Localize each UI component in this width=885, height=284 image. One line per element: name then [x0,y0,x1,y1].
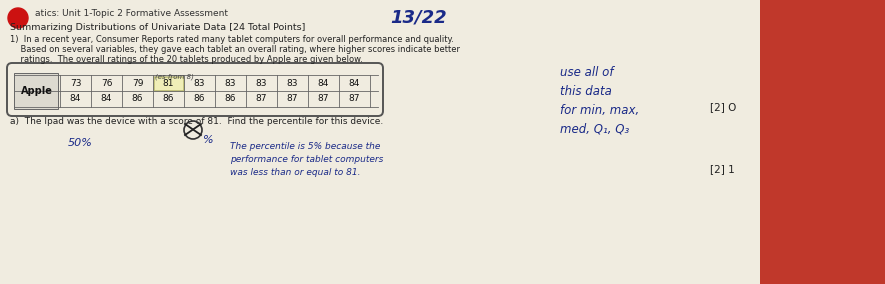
Text: 50%: 50% [68,138,93,148]
Text: 87: 87 [287,94,298,103]
Text: 86: 86 [194,94,205,103]
Text: 73: 73 [70,79,81,88]
Text: 84: 84 [349,79,360,88]
Text: The percentile is 5% because the
performance for tablet computers
was less than : The percentile is 5% because the perform… [230,142,383,178]
Text: 84: 84 [70,94,81,103]
Text: %: % [203,135,213,145]
Text: 84: 84 [318,79,329,88]
Text: Apple: Apple [21,86,53,96]
FancyBboxPatch shape [153,76,183,91]
Text: [2] 1: [2] 1 [710,164,735,174]
Text: 13/22: 13/22 [390,9,447,27]
Text: 86: 86 [132,94,143,103]
Text: 83: 83 [225,79,236,88]
Circle shape [8,8,28,28]
Text: 83: 83 [287,79,298,88]
Text: (es from 8): (es from 8) [155,73,194,80]
Text: Summarizing Distributions of Univariate Data [24 Total Points]: Summarizing Distributions of Univariate … [10,23,305,32]
Text: a)  The Ipad was the device with a score of 81.  Find the percentile for this de: a) The Ipad was the device with a score … [10,117,383,126]
Text: 81: 81 [163,79,174,88]
Text: 86: 86 [163,94,174,103]
Text: 1)  In a recent year, Consumer Reports rated many tablet computers for overall p: 1) In a recent year, Consumer Reports ra… [10,35,454,44]
Text: [2] O: [2] O [710,102,736,112]
FancyBboxPatch shape [0,0,760,284]
Text: 79: 79 [132,79,143,88]
Text: 76: 76 [101,79,112,88]
Text: ratings.  The overall ratings of the 20 tablets produced by Apple are given belo: ratings. The overall ratings of the 20 t… [10,55,363,64]
Text: 87: 87 [318,94,329,103]
Text: 86: 86 [225,94,236,103]
Text: use all of
this data
for min, max,
med, Q₁, Q₃: use all of this data for min, max, med, … [560,66,639,136]
Text: 83: 83 [256,79,267,88]
Text: 87: 87 [349,94,360,103]
Text: Based on several variables, they gave each tablet an overall rating, where highe: Based on several variables, they gave ea… [10,45,460,54]
FancyBboxPatch shape [14,73,58,109]
Text: 83: 83 [194,79,205,88]
Text: 87: 87 [256,94,267,103]
Text: 84: 84 [101,94,112,103]
Text: atics: Unit 1-Topic 2 Formative Assessment: atics: Unit 1-Topic 2 Formative Assessme… [35,9,228,18]
